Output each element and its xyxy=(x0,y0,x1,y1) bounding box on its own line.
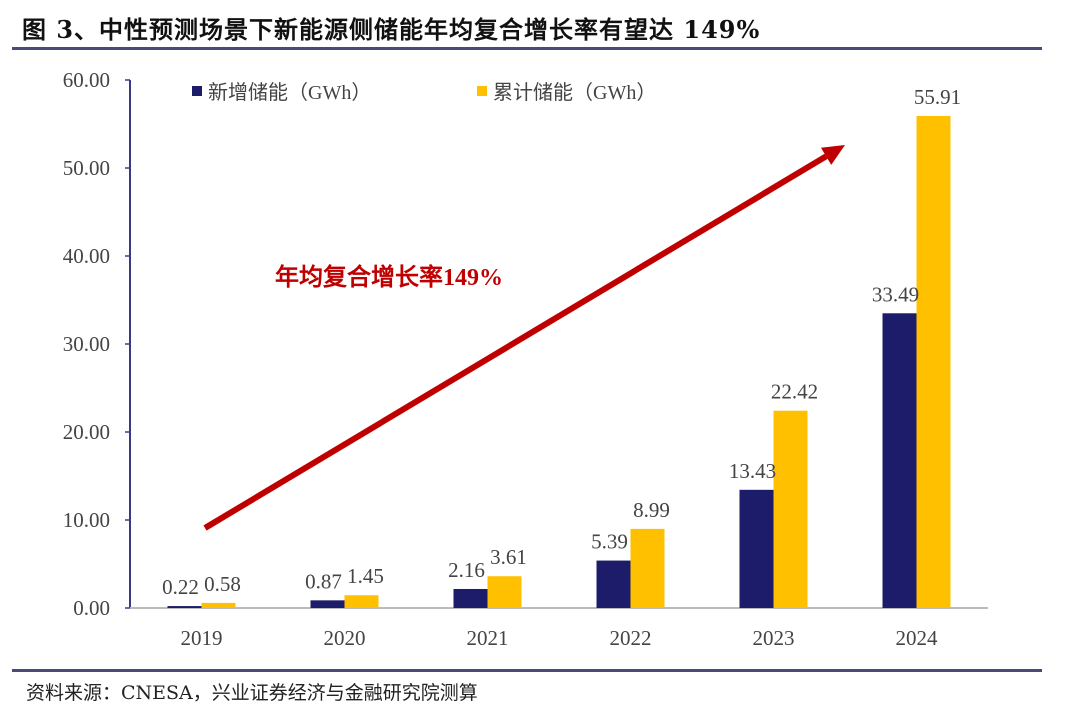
data-label: 8.99 xyxy=(633,498,670,522)
data-label: 0.22 xyxy=(162,575,199,599)
bar-cumulative xyxy=(201,602,236,608)
data-label: 55.91 xyxy=(914,85,961,109)
bar-cumulative xyxy=(773,410,808,608)
x-tick-label: 2023 xyxy=(753,626,795,650)
data-label: 2.16 xyxy=(448,558,485,582)
x-tick-label: 2024 xyxy=(896,626,939,650)
x-tick-label: 2021 xyxy=(467,626,509,650)
trend-arrow xyxy=(203,153,828,531)
chart-title: 图 3、中性预测场景下新能源侧储能年均复合增长率有望达 149% xyxy=(22,15,761,44)
bar-new xyxy=(596,560,631,608)
data-label: 13.43 xyxy=(729,459,776,483)
y-tick-label: 30.00 xyxy=(63,332,110,356)
data-label: 33.49 xyxy=(872,282,919,306)
title-divider xyxy=(12,47,1042,50)
cagr-annotation: 年均复合增长率149% xyxy=(275,263,503,291)
bar-new xyxy=(739,489,774,608)
data-label: 1.45 xyxy=(347,564,384,588)
bar-new xyxy=(882,313,917,608)
bar-new xyxy=(167,606,202,608)
data-label: 3.61 xyxy=(490,545,527,569)
bar-cumulative xyxy=(344,595,379,608)
data-label: 0.58 xyxy=(204,572,241,596)
legend-swatch xyxy=(192,86,202,96)
bar-new xyxy=(453,588,488,608)
data-label: 22.42 xyxy=(771,380,818,404)
footer-divider xyxy=(12,669,1042,672)
y-tick-label: 60.00 xyxy=(63,68,110,92)
y-tick-label: 0.00 xyxy=(73,596,110,620)
y-tick-label: 10.00 xyxy=(63,508,110,532)
source-note: 资料来源：CNESA，兴业证券经济与金融研究院测算 xyxy=(26,682,478,704)
x-tick-label: 2020 xyxy=(324,626,366,650)
x-tick-label: 2019 xyxy=(181,626,223,650)
y-tick-label: 40.00 xyxy=(63,244,110,268)
bar-new xyxy=(310,600,345,608)
x-tick-label: 2022 xyxy=(610,626,652,650)
bar-cumulative xyxy=(916,115,951,608)
arrow-head xyxy=(820,145,845,165)
y-tick-label: 20.00 xyxy=(63,420,110,444)
bar-cumulative xyxy=(630,528,665,608)
data-label: 5.39 xyxy=(591,530,628,554)
data-label: 0.87 xyxy=(305,569,342,593)
legend-swatch xyxy=(477,86,487,96)
legend-label: 累计储能（GWh） xyxy=(493,81,656,104)
y-tick-label: 50.00 xyxy=(63,156,110,180)
legend-label: 新增储能（GWh） xyxy=(208,81,371,104)
bar-cumulative xyxy=(487,576,522,608)
